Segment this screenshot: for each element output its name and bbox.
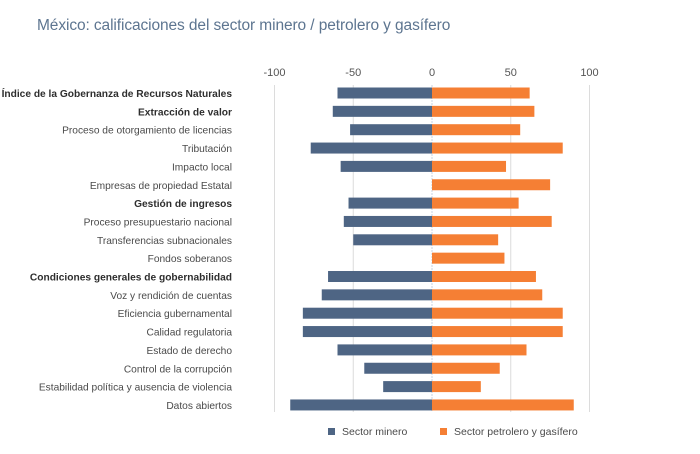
bar-sector-minero bbox=[343, 215, 432, 227]
category-label: Datos abiertos bbox=[166, 401, 232, 412]
bar-sector-minero bbox=[328, 271, 432, 282]
bar-sector-petrolero bbox=[432, 87, 530, 99]
bar-sector-petrolero bbox=[432, 326, 563, 338]
bar-sector-petrolero bbox=[432, 362, 500, 374]
bar-sector-minero bbox=[350, 124, 432, 136]
category-label: Índice de la Gobernanza de Recursos Natu… bbox=[2, 87, 233, 100]
legend: Sector minero Sector petrolero y gasífero bbox=[328, 426, 578, 438]
x-tick-label: 50 bbox=[505, 67, 517, 79]
legend-label: Sector petrolero y gasífero bbox=[454, 426, 578, 438]
bar-sector-minero bbox=[337, 344, 432, 356]
category-label: Eficiencia gubernamental bbox=[118, 309, 232, 320]
legend-swatch bbox=[440, 428, 447, 435]
bar-sector-minero bbox=[310, 142, 432, 154]
x-tick-label: -100 bbox=[263, 67, 285, 79]
category-label: Empresas de propiedad Estatal bbox=[90, 181, 232, 192]
bar-sector-petrolero bbox=[432, 124, 521, 136]
bar-sector-petrolero bbox=[432, 234, 499, 246]
category-label: Proceso presupuestario nacional bbox=[84, 217, 232, 228]
bar-sector-minero bbox=[290, 399, 432, 411]
category-label: Calidad regulatoria bbox=[146, 328, 232, 339]
category-label: Estado de derecho bbox=[146, 346, 232, 357]
category-label: Voz y rendición de cuentas bbox=[110, 291, 232, 302]
bar-sector-petrolero bbox=[432, 271, 536, 282]
bar-sector-minero bbox=[340, 160, 432, 172]
bar-sector-petrolero bbox=[432, 252, 505, 264]
legend-swatch bbox=[328, 428, 335, 435]
bar-sector-minero bbox=[348, 197, 432, 209]
bar-sector-minero bbox=[302, 307, 432, 319]
category-label: Gestión de ingresos bbox=[134, 199, 232, 210]
bar-sector-petrolero bbox=[432, 307, 563, 319]
bar-sector-petrolero bbox=[432, 160, 507, 172]
category-label: Control de la corrupción bbox=[124, 364, 232, 375]
bar-sector-petrolero bbox=[432, 179, 551, 191]
category-label: Proceso de otorgamiento de licencias bbox=[62, 126, 232, 137]
bar-sector-petrolero bbox=[432, 105, 535, 117]
chart-title: México: calificaciones del sector minero… bbox=[37, 17, 451, 34]
x-tick-label: 0 bbox=[429, 67, 435, 79]
category-label: Condiciones generales de gobernabilidad bbox=[30, 273, 232, 284]
bar-sector-petrolero bbox=[432, 197, 519, 209]
bar-sector-petrolero bbox=[432, 344, 527, 356]
x-tick-label: 100 bbox=[580, 67, 598, 79]
x-tick-label: -50 bbox=[345, 67, 361, 79]
bar-sector-petrolero bbox=[432, 399, 574, 411]
bar-sector-minero bbox=[332, 105, 432, 117]
bar-sector-minero bbox=[337, 87, 432, 99]
x-axis-ticks: -100 -50 0 50 100 bbox=[263, 67, 598, 79]
gridlines bbox=[274, 85, 590, 412]
category-label: Fondos soberanos bbox=[148, 254, 232, 265]
bar-sector-minero bbox=[321, 289, 432, 301]
category-label: Tributación bbox=[182, 144, 232, 155]
legend-label: Sector minero bbox=[342, 426, 408, 438]
bar-sector-petrolero bbox=[432, 142, 563, 154]
bar-sector-petrolero bbox=[432, 381, 481, 393]
category-label: Transferencias subnacionales bbox=[97, 236, 232, 247]
category-label: Impacto local bbox=[172, 162, 232, 173]
category-label: Estabilidad política y ausencia de viole… bbox=[39, 383, 232, 394]
bar-sector-minero bbox=[302, 326, 432, 338]
bars bbox=[290, 87, 574, 411]
category-label: Extracción de valor bbox=[138, 107, 232, 118]
bar-sector-minero bbox=[353, 234, 432, 246]
bar-sector-minero bbox=[383, 381, 432, 393]
bar-sector-petrolero bbox=[432, 289, 543, 301]
category-labels: Índice de la Gobernanza de Recursos Natu… bbox=[2, 87, 233, 412]
bar-sector-petrolero bbox=[432, 215, 552, 227]
bar-sector-minero bbox=[364, 362, 432, 374]
